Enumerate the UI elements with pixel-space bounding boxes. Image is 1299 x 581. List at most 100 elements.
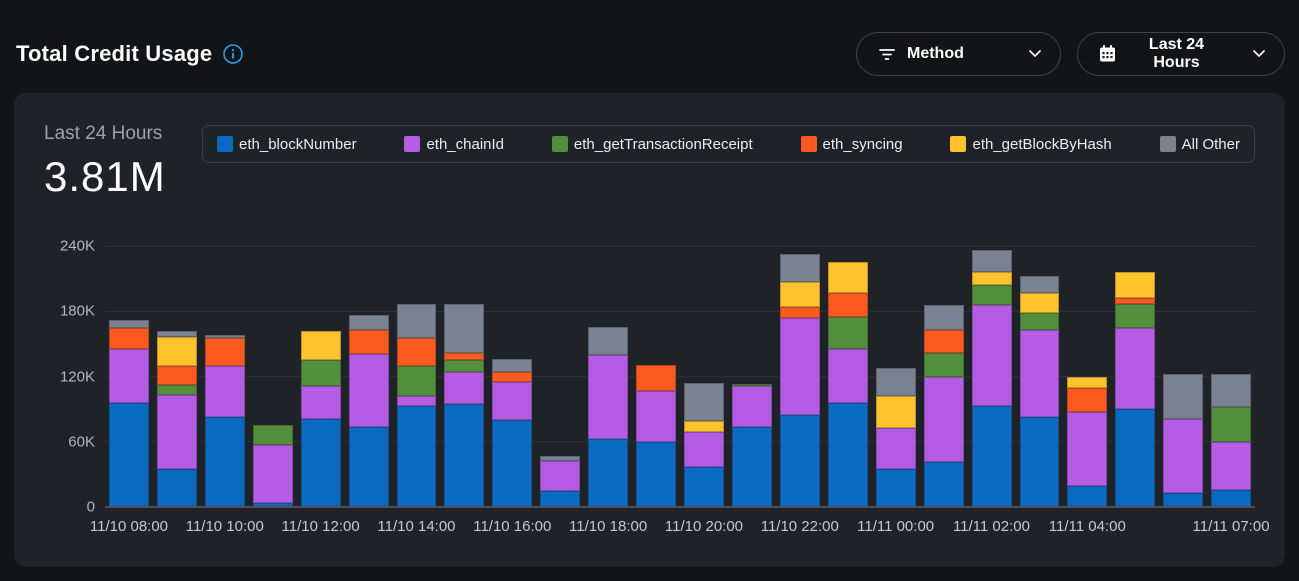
bar-segment-eth_syncing[interactable] (396, 338, 437, 366)
bar-11-11-05-00[interactable] (1115, 246, 1156, 507)
bar-segment-eth_gettransactionreceipt[interactable] (827, 316, 868, 350)
bar-segment-eth_gettransactionreceipt[interactable] (444, 360, 485, 373)
bar-segment-eth_getblockbyhash[interactable] (875, 396, 916, 428)
bar-segment-eth_chainid[interactable] (156, 395, 197, 469)
bar-segment-eth_syncing[interactable] (923, 329, 964, 353)
bar-11-10-11-00[interactable] (252, 246, 293, 507)
bar-segment-all-other[interactable] (348, 314, 389, 330)
bar-segment-eth_blocknumber[interactable] (588, 438, 629, 507)
bar-11-10-20-00[interactable] (684, 246, 724, 507)
bar-segment-eth_blocknumber[interactable] (540, 490, 581, 507)
bar-segment-eth_blocknumber[interactable] (731, 426, 772, 507)
bar-segment-eth_chainid[interactable] (348, 353, 389, 427)
bar-segment-eth_blocknumber[interactable] (204, 416, 245, 507)
bar-segment-eth_blocknumber[interactable] (971, 405, 1012, 507)
bar-segment-eth_gettransactionreceipt[interactable] (1019, 313, 1060, 330)
bar-segment-eth_chainid[interactable] (540, 461, 581, 491)
bar-segment-all-other[interactable] (204, 335, 245, 339)
bar-segment-eth_chainid[interactable] (396, 396, 437, 406)
bar-segment-eth_blocknumber[interactable] (156, 468, 197, 507)
bar-segment-eth_chainid[interactable] (1163, 418, 1204, 493)
bar-segment-eth_syncing[interactable] (636, 364, 677, 391)
bar-segment-all-other[interactable] (588, 326, 629, 355)
bar-segment-eth_chainid[interactable] (492, 381, 533, 420)
bar-segment-eth_blocknumber[interactable] (1115, 409, 1156, 507)
method-filter-button[interactable]: Method (856, 31, 1061, 76)
bar-segment-eth_blocknumber[interactable] (1163, 492, 1204, 507)
bar-segment-eth_blocknumber[interactable] (1211, 489, 1252, 507)
legend-item-eth_syncing[interactable]: eth_syncing (800, 136, 903, 153)
bar-segment-eth_getblockbyhash[interactable] (1115, 272, 1156, 299)
bar-segment-all-other[interactable] (1211, 374, 1252, 407)
bar-segment-all-other[interactable] (923, 304, 964, 330)
bar-segment-eth_blocknumber[interactable] (1067, 486, 1108, 507)
bar-segment-eth_getblockbyhash[interactable] (156, 337, 197, 366)
bar-segment-eth_getblockbyhash[interactable] (1067, 376, 1108, 389)
bar-segment-eth_gettransactionreceipt[interactable] (971, 285, 1012, 305)
bar-segment-eth_gettransactionreceipt[interactable] (923, 352, 964, 377)
bar-segment-eth_getblockbyhash[interactable] (1019, 292, 1060, 314)
bar-11-10-19-00[interactable] (636, 246, 677, 507)
bar-11-10-23-00[interactable] (827, 246, 868, 507)
bar-segment-eth_blocknumber[interactable] (779, 414, 820, 507)
bar-11-10-08-00[interactable] (109, 246, 149, 507)
bar-segment-eth_getblockbyhash[interactable] (827, 262, 868, 293)
bar-segment-all-other[interactable] (971, 250, 1012, 273)
bar-segment-eth_chainid[interactable] (875, 427, 916, 469)
bar-11-10-21-00[interactable] (731, 246, 772, 507)
bar-segment-eth_gettransactionreceipt[interactable] (1211, 406, 1252, 442)
bar-segment-eth_blocknumber[interactable] (109, 402, 149, 507)
bar-segment-eth_chainid[interactable] (827, 349, 868, 403)
bar-segment-eth_getblockbyhash[interactable] (779, 281, 820, 307)
bar-segment-eth_gettransactionreceipt[interactable] (396, 365, 437, 397)
bar-11-10-13-00[interactable] (348, 246, 389, 507)
legend-item-eth_getblockbyhash[interactable]: eth_getBlockByHash (950, 136, 1112, 153)
bar-11-10-14-00[interactable] (396, 246, 437, 507)
bar-11-11-07-00[interactable] (1211, 246, 1252, 507)
bar-11-10-18-00[interactable] (588, 246, 629, 507)
bar-segment-eth_gettransactionreceipt[interactable] (156, 385, 197, 395)
bar-segment-eth_blocknumber[interactable] (348, 426, 389, 507)
bar-segment-eth_getblockbyhash[interactable] (300, 330, 341, 361)
bar-11-10-16-00[interactable] (492, 246, 533, 507)
bar-segment-eth_blocknumber[interactable] (300, 418, 341, 507)
bar-segment-eth_syncing[interactable] (109, 327, 149, 350)
bar-11-10-10-00[interactable] (204, 246, 245, 507)
bar-11-10-22-00[interactable] (779, 246, 820, 507)
bar-segment-all-other[interactable] (444, 303, 485, 353)
bar-segment-eth_chainid[interactable] (684, 431, 724, 467)
bar-segment-all-other[interactable] (779, 253, 820, 282)
bar-11-11-02-00[interactable] (971, 246, 1012, 507)
bar-segment-eth_chainid[interactable] (1211, 441, 1252, 490)
bar-segment-all-other[interactable] (156, 330, 197, 338)
bar-segment-all-other[interactable] (1163, 374, 1204, 419)
bar-segment-eth_syncing[interactable] (444, 352, 485, 361)
bar-11-10-15-00[interactable] (444, 246, 485, 507)
bar-segment-eth_syncing[interactable] (1067, 388, 1108, 413)
bar-segment-all-other[interactable] (684, 383, 724, 422)
bar-segment-eth_blocknumber[interactable] (396, 405, 437, 507)
bar-segment-eth_chainid[interactable] (923, 376, 964, 463)
bar-segment-eth_chainid[interactable] (636, 390, 677, 442)
legend-item-all-other[interactable]: All Other (1159, 136, 1240, 153)
bar-segment-eth_chainid[interactable] (444, 372, 485, 404)
bar-11-11-01-00[interactable] (923, 246, 964, 507)
bar-segment-eth_blocknumber[interactable] (492, 420, 533, 507)
bar-segment-eth_gettransactionreceipt[interactable] (1115, 303, 1156, 328)
bar-11-11-04-00[interactable] (1067, 246, 1108, 507)
bar-segment-eth_syncing[interactable] (156, 365, 197, 386)
bar-segment-eth_blocknumber[interactable] (875, 468, 916, 507)
bar-segment-eth_chainid[interactable] (1115, 327, 1156, 410)
bar-segment-eth_syncing[interactable] (348, 329, 389, 354)
legend-item-eth_chainid[interactable]: eth_chainId (404, 136, 504, 153)
bar-segment-eth_chainid[interactable] (971, 304, 1012, 406)
bar-segment-eth_syncing[interactable] (204, 338, 245, 366)
bar-segment-eth_syncing[interactable] (827, 292, 868, 317)
bar-segment-all-other[interactable] (396, 303, 437, 339)
bar-segment-eth_blocknumber[interactable] (923, 462, 964, 507)
bar-segment-eth_syncing[interactable] (492, 372, 533, 382)
bar-segment-eth_gettransactionreceipt[interactable] (731, 384, 772, 387)
bar-segment-eth_blocknumber[interactable] (827, 402, 868, 507)
bar-segment-eth_chainid[interactable] (779, 317, 820, 415)
bar-segment-eth_chainid[interactable] (204, 365, 245, 417)
